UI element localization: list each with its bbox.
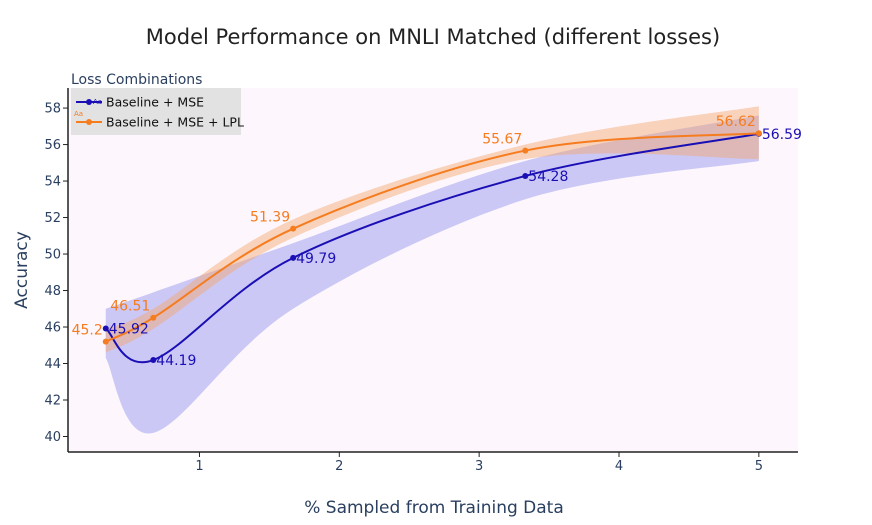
x-tick-label: 1 — [195, 459, 203, 474]
data-point — [102, 338, 109, 345]
y-tick-label: 52 — [44, 211, 61, 226]
data-point — [150, 314, 157, 321]
data-label: 55.67 — [482, 132, 522, 148]
legend-box — [71, 88, 241, 135]
y-tick-label: 50 — [44, 248, 61, 263]
legend-items: Aa Baseline + MSE Aa Baseline + MSE + LPL — [74, 95, 244, 130]
x-tick-label: 3 — [475, 459, 483, 474]
y-axis-title: Accuracy — [12, 231, 32, 309]
y-tick-label: 40 — [44, 430, 61, 445]
data-point — [755, 130, 762, 137]
y-tick-label: 58 — [44, 102, 61, 117]
data-point — [150, 357, 157, 364]
legend-glyph: Aa — [74, 110, 83, 118]
data-label: 45.92 — [109, 321, 149, 337]
data-label: 56.59 — [762, 127, 802, 143]
legend-marker — [86, 119, 92, 125]
data-point — [102, 325, 109, 332]
data-point — [290, 254, 297, 261]
y-tick-label: 44 — [44, 357, 61, 372]
data-point — [290, 225, 297, 232]
x-axis-ticks: 1 2 3 4 5 — [195, 452, 763, 474]
x-tick-label: 4 — [615, 459, 623, 474]
x-tick-label: 2 — [335, 459, 343, 474]
y-tick-label: 42 — [44, 394, 61, 409]
plot-area — [68, 88, 798, 452]
y-tick-label: 48 — [44, 284, 61, 299]
data-point — [522, 172, 529, 179]
data-label: 49.79 — [296, 251, 336, 267]
legend-title: Loss Combinations — [71, 72, 202, 88]
x-tick-label: 5 — [755, 459, 763, 474]
y-tick-label: 46 — [44, 321, 61, 336]
y-axis-ticks: 40 42 44 46 48 50 52 54 56 58 — [44, 102, 68, 445]
confidence-bands — [105, 106, 759, 434]
data-label: 44.19 — [156, 353, 196, 369]
confidence-band-0 — [105, 115, 759, 434]
y-tick-label: 56 — [44, 138, 61, 153]
data-label: 56.62 — [716, 114, 756, 130]
data-label: 46.51 — [110, 299, 150, 315]
legend-label: Baseline + MSE + LPL — [106, 115, 244, 130]
data-labels: 45.92 44.19 49.79 54.28 56.59 45.2 46.51 51.39 5… — [72, 114, 802, 369]
legend-label: Baseline + MSE — [106, 95, 204, 110]
y-tick-label: 54 — [44, 175, 61, 190]
legend[interactable]: Loss Combinations Aa Baseline + MSE Aa Base… — [71, 72, 244, 135]
x-axis-title: % Sampled from Training Data — [304, 498, 564, 518]
chart-title: Model Performance on MNLI Matched (diffe… — [146, 25, 720, 49]
data-point — [522, 147, 529, 154]
legend-glyph: Aa — [93, 98, 102, 106]
series-line-0 — [105, 132, 760, 364]
series-markers — [102, 130, 762, 364]
confidence-band-1 — [105, 106, 759, 353]
data-label: 54.28 — [528, 169, 568, 185]
data-label: 51.39 — [250, 210, 290, 226]
data-label: 45.2 — [72, 323, 103, 339]
legend-marker — [86, 99, 92, 105]
